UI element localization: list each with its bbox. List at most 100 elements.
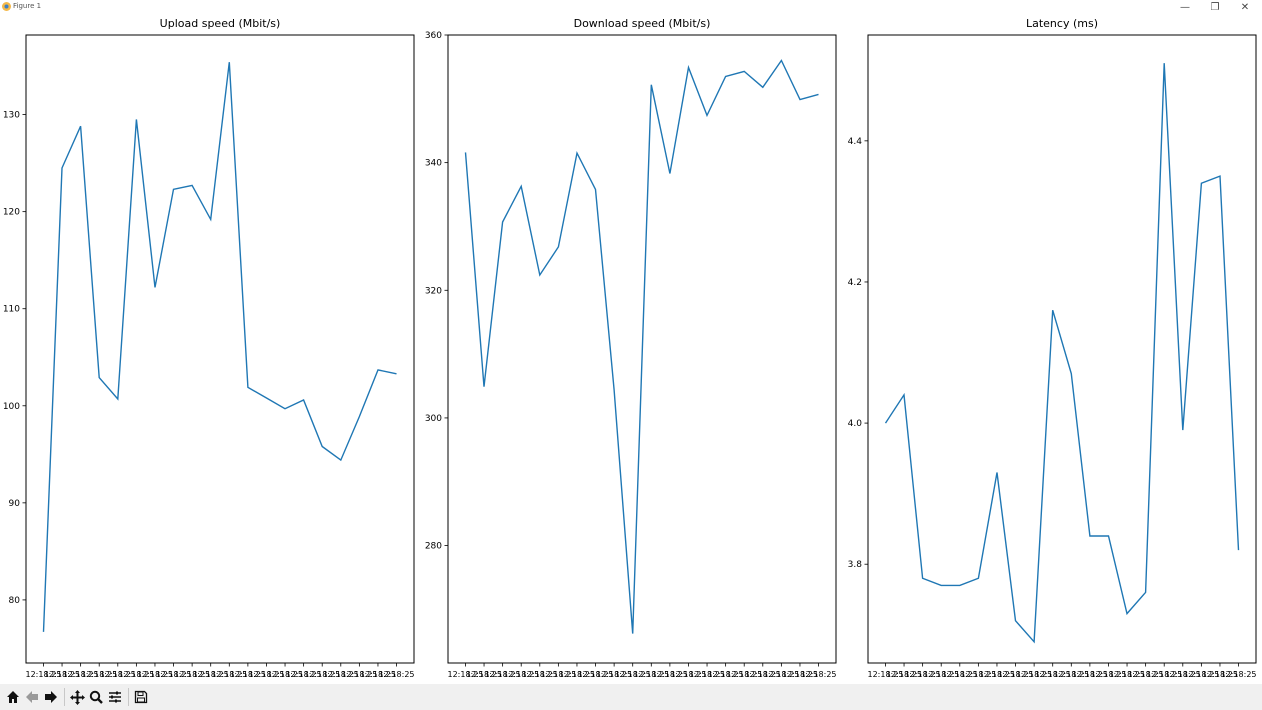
forward-icon: [45, 691, 57, 703]
y-tick-label: 130: [3, 111, 20, 121]
x-tick-label: 12:18:25: [81, 670, 117, 679]
x-tick-label: 12:18:25: [323, 670, 359, 679]
y-tick-label: 320: [425, 286, 442, 296]
x-tick-label: 12:18:25: [137, 670, 173, 679]
x-tick-label: 12:18:25: [1072, 670, 1108, 679]
x-tick-label: 12:18:25: [230, 670, 266, 679]
x-tick-label: 12:18:25: [726, 670, 762, 679]
subplot-title: Download speed (Mbit/s): [574, 17, 711, 30]
subplot-1[interactable]: Upload speed (Mbit/s) 80 90 100 110 120 130 12:…: [3, 17, 415, 679]
x-tick-label: 12:18:25: [615, 670, 651, 679]
y-tick-label: 300: [425, 414, 442, 424]
x-tick-label: 12:18:25: [286, 670, 322, 679]
x-tick-label: 12:18:25: [801, 670, 837, 679]
y-tick-label: 360: [425, 31, 442, 41]
zoom-button[interactable]: [87, 687, 105, 707]
x-tick-label: 12:18:25: [1035, 670, 1071, 679]
configure-subplots-icon: [109, 691, 121, 703]
save-icon: [134, 690, 148, 704]
y-tick-label: 4.4: [848, 137, 863, 147]
x-tick-label: 12:18:25: [174, 670, 210, 679]
navigation-toolbar: [0, 684, 1262, 710]
x-tick-label: 12:18:25: [942, 670, 978, 679]
x-tick-label: 12:18:25: [633, 670, 669, 679]
y-tick-label: 90: [9, 499, 21, 509]
subplot-2[interactable]: Download speed (Mbit/s) 280 300 320 340 360 12…: [425, 17, 837, 679]
window-titlebar: Figure 1 — ❐ ✕: [0, 0, 1262, 14]
x-tick-label: 12:18:25: [923, 670, 959, 679]
y-tick-label: 4.0: [848, 419, 863, 429]
x-tick-label: 12:18:25: [44, 670, 80, 679]
figure-svg: Upload speed (Mbit/s) 80 90 100 110 120 130 12:…: [3, 17, 1257, 679]
x-tick-label: 12:18:25: [485, 670, 521, 679]
toolbar-separator: [64, 688, 65, 706]
data-line: [884, 63, 1240, 644]
y-tick-label: 280: [425, 542, 442, 552]
x-tick-label: 12:18:25: [304, 670, 340, 679]
x-tick-label: 12:18:25: [559, 670, 595, 679]
axes-frame: [867, 34, 1257, 664]
x-tick-label: 12:18:25: [25, 670, 61, 679]
x-tick-label: 12:18:25: [211, 670, 247, 679]
axes-frame: [447, 34, 837, 664]
x-tick-label: 12:18:25: [652, 670, 688, 679]
x-tick-label: 12:18:25: [503, 670, 539, 679]
x-tick-label: 12:18:25: [1109, 670, 1145, 679]
toolbar-separator: [128, 688, 129, 706]
x-tick-label: 12:18:25: [118, 670, 154, 679]
x-tick-label: 12:18:25: [1146, 670, 1182, 679]
x-tick-label: 12:18:25: [341, 670, 377, 679]
figure-canvas[interactable]: Upload speed (Mbit/s) 80 90 100 110 120 130 12:…: [0, 14, 1262, 684]
pan-icon: [69, 689, 85, 705]
x-tick-label: 12:18:25: [596, 670, 632, 679]
x-tick-label: 12:18:25: [1221, 670, 1257, 679]
data-line: [464, 59, 819, 634]
y-tick-label: 3.8: [848, 560, 863, 570]
close-button[interactable]: ✕: [1230, 0, 1260, 14]
x-tick-label: 12:18:25: [63, 670, 99, 679]
x-tick-label: 12:18:25: [379, 670, 415, 679]
minimize-button[interactable]: —: [1170, 0, 1200, 14]
x-tick-label: 12:18:25: [867, 670, 903, 679]
matplotlib-app-icon: [2, 2, 11, 11]
x-tick-label: 12:18:25: [267, 670, 303, 679]
x-tick-label: 12:18:25: [1165, 670, 1201, 679]
x-tick-label: 12:18:25: [782, 670, 818, 679]
configure-subplots-button[interactable]: [106, 687, 124, 707]
save-button[interactable]: [132, 687, 150, 707]
home-button[interactable]: [4, 687, 22, 707]
maximize-icon: ❐: [1210, 1, 1220, 13]
y-tick-label: 80: [9, 596, 21, 606]
x-tick-label: 12:18:25: [447, 670, 483, 679]
x-tick-label: 12:18:25: [886, 670, 922, 679]
maximize-button[interactable]: ❐: [1200, 0, 1230, 14]
close-icon: ✕: [1240, 1, 1250, 13]
subplot-title: Upload speed (Mbit/s): [160, 17, 281, 30]
home-icon: [7, 691, 19, 703]
x-tick-label: 12:18:25: [670, 670, 706, 679]
x-tick-label: 12:18:25: [193, 670, 229, 679]
x-tick-label: 12:18:25: [905, 670, 941, 679]
subplot-3[interactable]: Latency (ms)3.84.04.24.412:18:2512:18:25…: [848, 17, 1257, 679]
x-tick-label: 12:18:25: [100, 670, 136, 679]
forward-button[interactable]: [42, 687, 60, 707]
y-tick-label: 4.2: [848, 278, 862, 288]
pan-button[interactable]: [68, 687, 86, 707]
back-button[interactable]: [23, 687, 41, 707]
y-tick-label: 120: [3, 208, 20, 218]
x-tick-label: 12:18:25: [689, 670, 725, 679]
x-tick-label: 12:18:25: [960, 670, 996, 679]
x-tick-label: 12:18:25: [979, 670, 1015, 679]
window-title: Figure 1: [13, 2, 42, 10]
minimize-icon: —: [1180, 1, 1190, 13]
x-tick-label: 12:18:25: [1202, 670, 1238, 679]
x-tick-label: 12:18:25: [578, 670, 614, 679]
zoom-icon: [89, 690, 103, 704]
x-tick-label: 12:18:25: [248, 670, 284, 679]
x-tick-label: 12:18:25: [1053, 670, 1089, 679]
back-icon: [26, 691, 38, 703]
subplot-title: Latency (ms): [1026, 17, 1098, 30]
x-tick-label: 12:18:25: [156, 670, 192, 679]
x-tick-label: 12:18:25: [998, 670, 1034, 679]
x-tick-label: 12:18:25: [745, 670, 781, 679]
